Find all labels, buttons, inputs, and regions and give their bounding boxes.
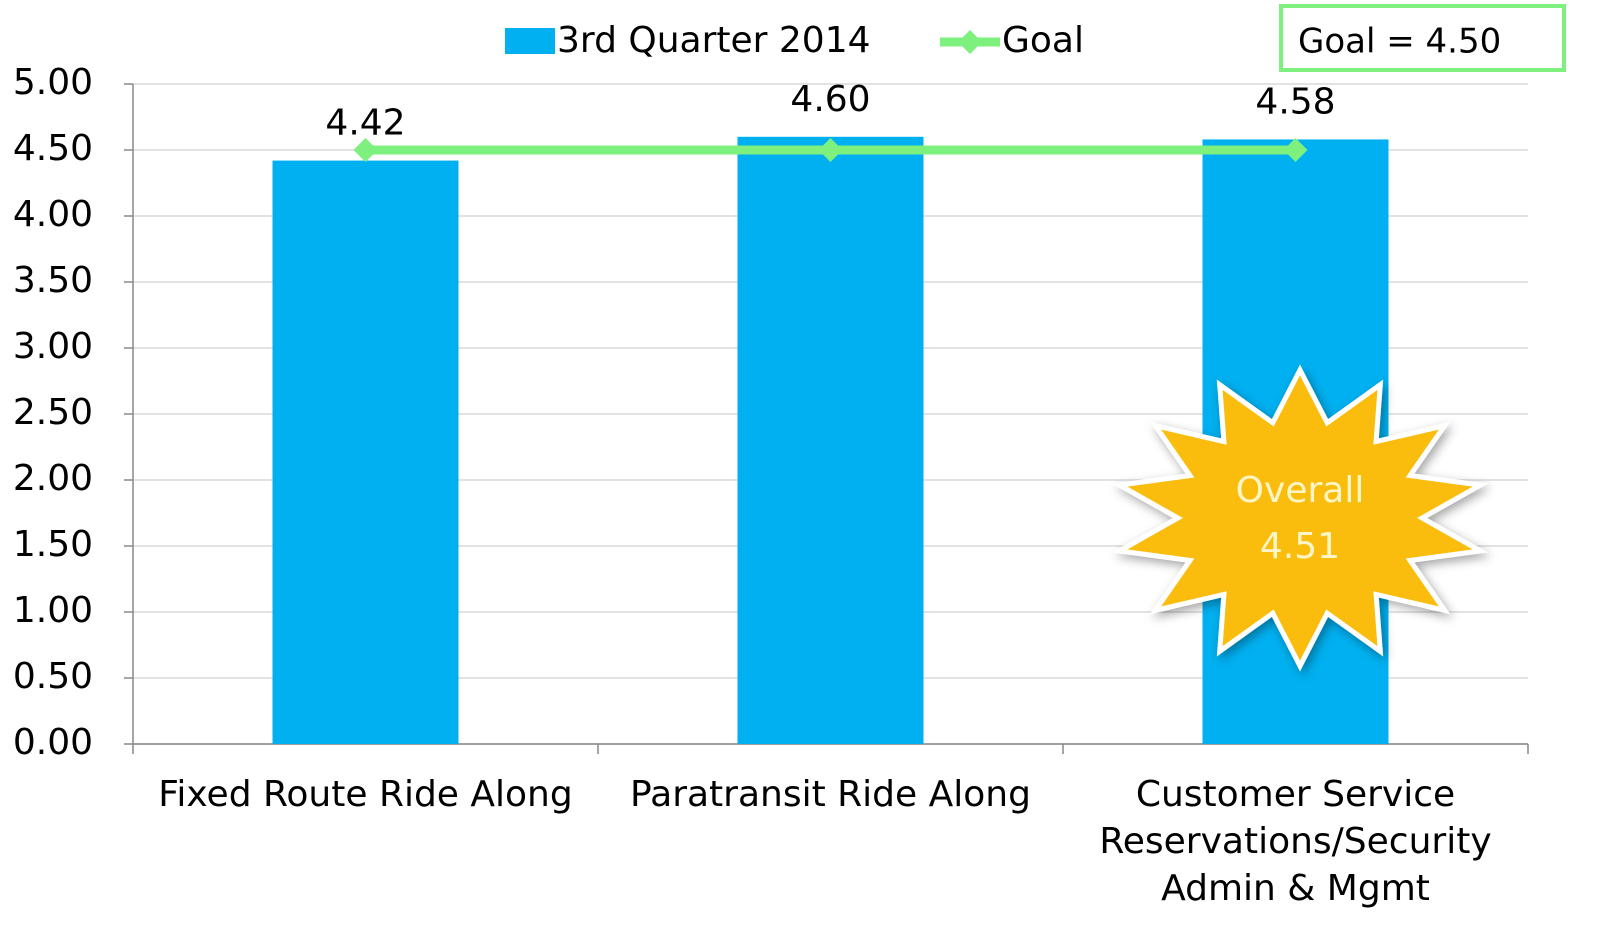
bar (272, 160, 459, 744)
legend-label: Goal (1002, 20, 1084, 61)
annotation: Goal = 4.50 (1298, 22, 1501, 62)
goal-box (1279, 4, 1566, 72)
y-tick-label: 3.00 (13, 326, 93, 367)
y-tick-label: 0.50 (13, 656, 93, 697)
y-tick-label: 4.00 (13, 194, 93, 235)
y-tick-label: 1.00 (13, 590, 93, 631)
line-marker (1283, 138, 1308, 162)
y-tick-label: 1.50 (13, 524, 93, 565)
data-label: 4.60 (790, 79, 870, 120)
legend-swatch (505, 28, 555, 54)
y-tick-label: 0.00 (13, 722, 93, 763)
line-marker (353, 138, 378, 162)
x-tick-label: Fixed Route Ride Along (158, 774, 572, 815)
annotation: Overall 4.51 (1236, 470, 1365, 567)
y-tick-label: 5.00 (13, 62, 93, 103)
legend-label: 3rd Quarter 2014 (557, 20, 871, 61)
data-label: 4.42 (325, 103, 405, 144)
x-tick-label: Paratransit Ride Along (630, 774, 1031, 815)
y-tick-label: 3.50 (13, 260, 93, 301)
bar (737, 136, 924, 745)
y-tick-label: 4.50 (13, 128, 93, 169)
starburst (1111, 364, 1489, 672)
y-tick-label: 2.00 (13, 458, 93, 499)
x-tick-label: Customer Service Reservations/Security Adm… (1099, 774, 1491, 909)
legend-marker (958, 30, 982, 54)
y-tick-label: 2.50 (13, 392, 93, 433)
line-marker (818, 138, 843, 162)
data-label: 4.58 (1255, 81, 1335, 122)
